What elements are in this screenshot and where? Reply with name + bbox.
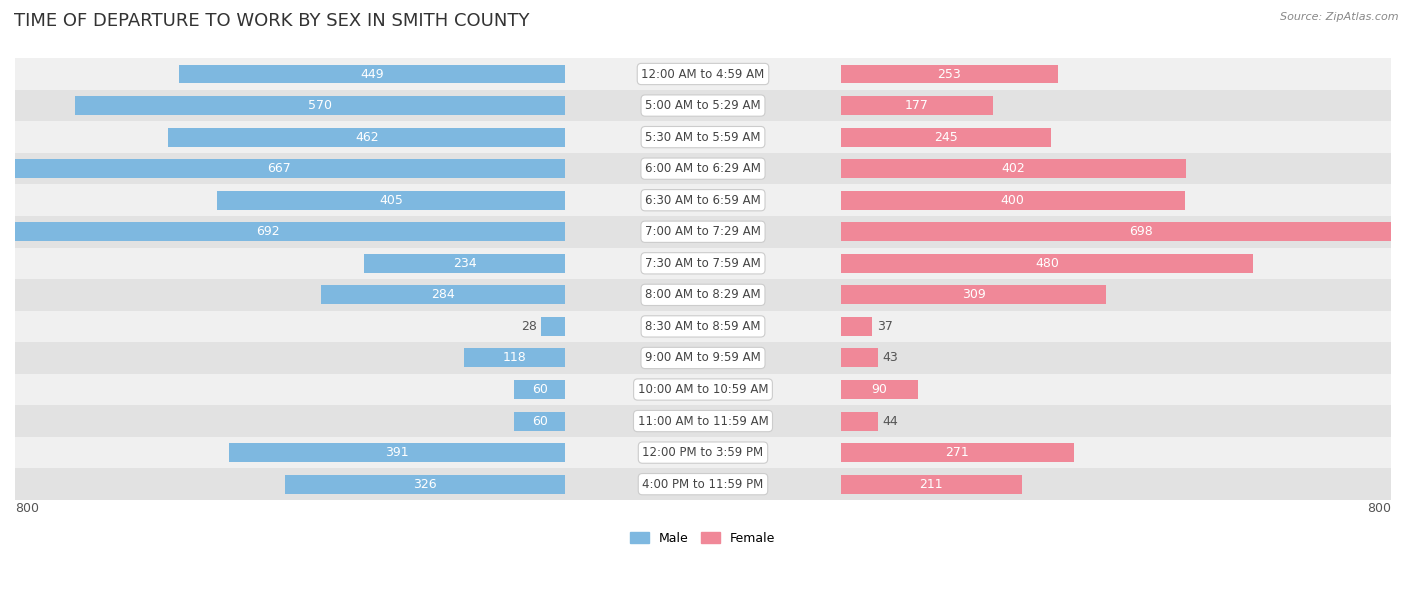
Text: 12:00 PM to 3:59 PM: 12:00 PM to 3:59 PM: [643, 446, 763, 459]
Bar: [321, 286, 565, 304]
Bar: [15, 468, 1391, 500]
Bar: [841, 191, 1185, 209]
Text: 326: 326: [413, 478, 437, 491]
Bar: [841, 159, 1187, 178]
Text: 6:30 AM to 6:59 AM: 6:30 AM to 6:59 AM: [645, 194, 761, 206]
Bar: [513, 380, 565, 399]
Text: 5:00 AM to 5:29 AM: 5:00 AM to 5:29 AM: [645, 99, 761, 112]
Text: 12:00 AM to 4:59 AM: 12:00 AM to 4:59 AM: [641, 67, 765, 80]
Bar: [841, 96, 993, 115]
Bar: [15, 248, 1391, 279]
Text: 44: 44: [883, 415, 898, 428]
Text: 4:00 PM to 11:59 PM: 4:00 PM to 11:59 PM: [643, 478, 763, 491]
Bar: [841, 223, 1406, 241]
Text: Source: ZipAtlas.com: Source: ZipAtlas.com: [1281, 12, 1399, 22]
Bar: [841, 286, 1107, 304]
Text: 253: 253: [938, 67, 962, 80]
Bar: [841, 317, 872, 336]
Text: 449: 449: [360, 67, 384, 80]
Text: 309: 309: [962, 289, 986, 301]
Text: 462: 462: [354, 131, 378, 143]
Text: 391: 391: [385, 446, 409, 459]
Bar: [179, 64, 565, 83]
Bar: [841, 254, 1253, 273]
Bar: [364, 254, 565, 273]
Bar: [15, 279, 1391, 311]
Text: 405: 405: [380, 194, 404, 206]
Text: 177: 177: [905, 99, 928, 112]
Text: 60: 60: [531, 383, 547, 396]
Text: 400: 400: [1001, 194, 1025, 206]
Text: 60: 60: [531, 415, 547, 428]
Bar: [841, 349, 877, 368]
Bar: [464, 349, 565, 368]
Text: 7:00 AM to 7:29 AM: 7:00 AM to 7:29 AM: [645, 226, 761, 238]
Bar: [841, 475, 1022, 494]
Bar: [15, 437, 1391, 468]
Bar: [169, 128, 565, 146]
Text: 402: 402: [1001, 162, 1025, 175]
Text: 692: 692: [256, 226, 280, 238]
Text: 7:30 AM to 7:59 AM: 7:30 AM to 7:59 AM: [645, 257, 761, 270]
Text: 271: 271: [945, 446, 969, 459]
Bar: [841, 380, 918, 399]
Text: 90: 90: [872, 383, 887, 396]
Text: 667: 667: [267, 162, 291, 175]
Text: 10:00 AM to 10:59 AM: 10:00 AM to 10:59 AM: [638, 383, 768, 396]
Text: 234: 234: [453, 257, 477, 270]
Bar: [15, 311, 1391, 342]
Text: 118: 118: [503, 352, 526, 365]
Text: 284: 284: [432, 289, 456, 301]
Bar: [217, 191, 565, 209]
Text: 37: 37: [877, 320, 893, 333]
Text: 800: 800: [1367, 502, 1391, 515]
Text: 8:30 AM to 8:59 AM: 8:30 AM to 8:59 AM: [645, 320, 761, 333]
Text: 211: 211: [920, 478, 943, 491]
Bar: [841, 128, 1052, 146]
Bar: [15, 405, 1391, 437]
Bar: [15, 184, 1391, 216]
Text: 698: 698: [1129, 226, 1153, 238]
Bar: [15, 58, 1391, 90]
Bar: [15, 121, 1391, 153]
Bar: [15, 216, 1391, 248]
Text: 9:00 AM to 9:59 AM: 9:00 AM to 9:59 AM: [645, 352, 761, 365]
Bar: [841, 412, 879, 431]
Bar: [0, 223, 565, 241]
Bar: [513, 412, 565, 431]
Bar: [15, 153, 1391, 184]
Bar: [15, 342, 1391, 374]
Text: 11:00 AM to 11:59 AM: 11:00 AM to 11:59 AM: [638, 415, 768, 428]
Text: 5:30 AM to 5:59 AM: 5:30 AM to 5:59 AM: [645, 131, 761, 143]
Text: TIME OF DEPARTURE TO WORK BY SEX IN SMITH COUNTY: TIME OF DEPARTURE TO WORK BY SEX IN SMIT…: [14, 12, 530, 30]
Text: 28: 28: [522, 320, 537, 333]
Text: 6:00 AM to 6:29 AM: 6:00 AM to 6:29 AM: [645, 162, 761, 175]
Text: 800: 800: [15, 502, 39, 515]
Bar: [285, 475, 565, 494]
Text: 570: 570: [308, 99, 332, 112]
Bar: [541, 317, 565, 336]
Text: 8:00 AM to 8:29 AM: 8:00 AM to 8:29 AM: [645, 289, 761, 301]
Text: 43: 43: [882, 352, 897, 365]
Bar: [229, 443, 565, 462]
Legend: Male, Female: Male, Female: [627, 528, 779, 549]
Bar: [841, 443, 1074, 462]
Bar: [0, 159, 565, 178]
Bar: [841, 64, 1059, 83]
Bar: [15, 90, 1391, 121]
Text: 480: 480: [1035, 257, 1059, 270]
Text: 245: 245: [934, 131, 957, 143]
Bar: [15, 374, 1391, 405]
Bar: [75, 96, 565, 115]
